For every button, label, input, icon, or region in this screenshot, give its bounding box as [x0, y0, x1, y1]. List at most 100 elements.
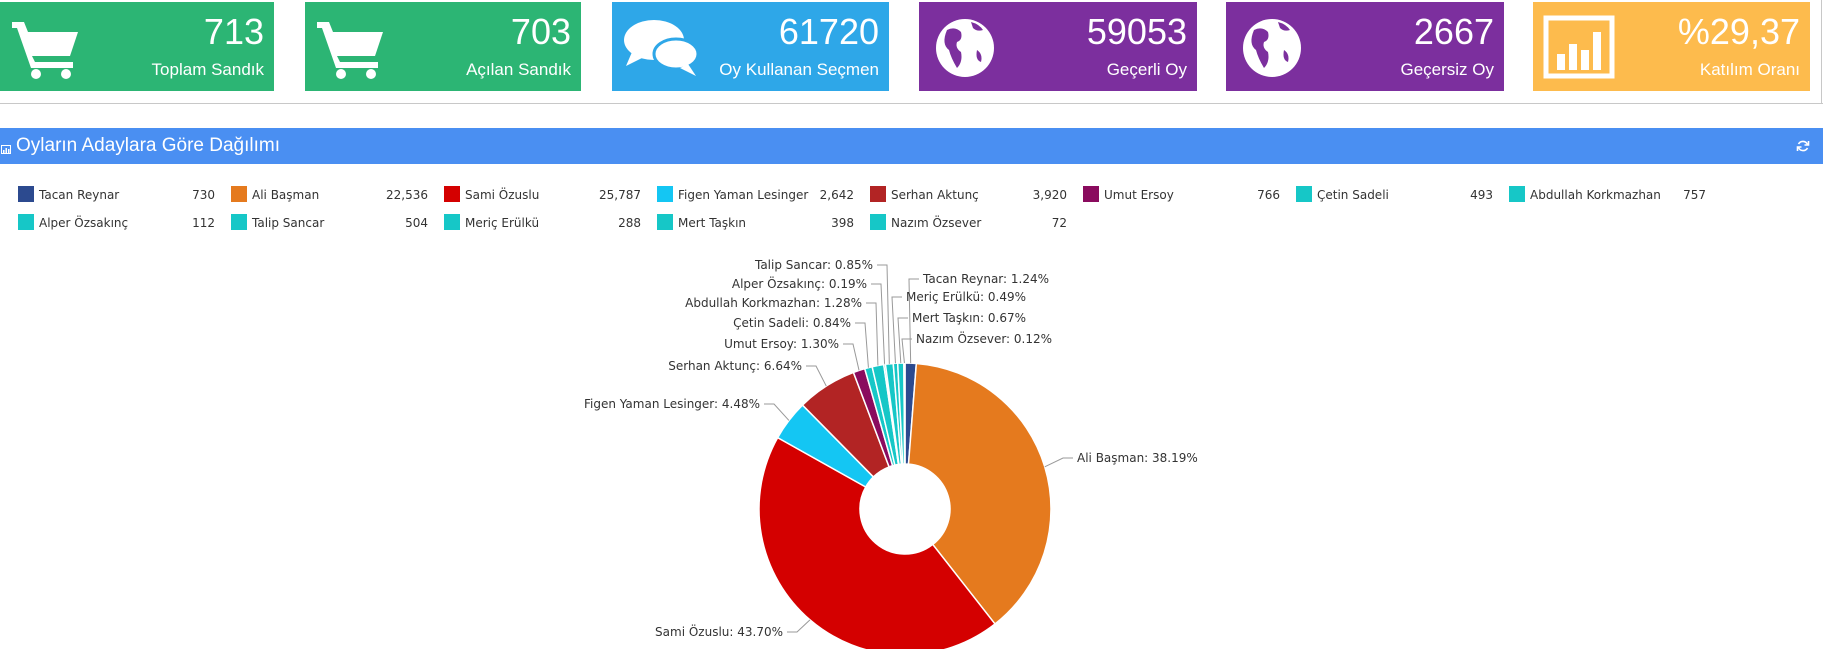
bar-chart-icon	[1543, 10, 1615, 82]
stat-label: Geçersiz Oy	[1400, 60, 1494, 79]
stat-tile-katilim-orani: %29,37 Katılım Oranı	[1533, 2, 1810, 91]
pie-slice-label: Mert Taşkın: 0.67%	[912, 311, 1026, 325]
stat-tile-gecerli-oy: 59053 Geçerli Oy	[919, 2, 1197, 91]
stat-label: Oy Kullanan Seçmen	[719, 60, 879, 79]
pie-slice-label: Çetin Sadeli: 0.84%	[733, 316, 851, 330]
stat-value: 713	[203, 11, 264, 52]
legend-value: 757	[1683, 188, 1706, 202]
legend-swatch	[870, 214, 886, 230]
pie-label-connector	[843, 343, 860, 371]
legend-swatch	[1296, 186, 1312, 202]
legend-name: Ali Başman	[252, 188, 320, 202]
legend-name: Tacan Reynar	[39, 188, 120, 202]
pie-label-connector	[866, 302, 879, 366]
pie-label-connector	[806, 365, 827, 387]
stat-label: Katılım Oranı	[1699, 60, 1800, 79]
legend-value: 25,787	[599, 188, 641, 202]
pie-label-connector	[897, 317, 908, 364]
pie-slice-label: Alper Özsakınç: 0.19%	[732, 275, 867, 291]
legend-value: 22,536	[386, 188, 428, 202]
pie-label-connector	[877, 264, 890, 364]
stat-label: Geçerli Oy	[1106, 60, 1187, 79]
pie-slice[interactable]	[903, 362, 906, 465]
legend-swatch	[657, 186, 673, 202]
stat-tile-gecersiz-oy: 2667 Geçersiz Oy	[1226, 2, 1504, 91]
legend-name: Talip Sancar	[252, 216, 325, 230]
legend-value: 493	[1470, 188, 1493, 202]
pie-slice-label: Sami Özuslu: 43.70%	[655, 623, 783, 639]
globe-icon	[929, 10, 1001, 82]
speech-bubbles-icon	[622, 10, 700, 82]
pie-slice-label: Nazım Özsever: 0.12%	[916, 330, 1052, 346]
legend-value: 72	[1051, 216, 1067, 230]
legend-item[interactable]: Tacan Reynar 730	[18, 186, 215, 204]
legend-item[interactable]: Meriç Erülkü 288	[444, 214, 641, 232]
pie-slice-label: Umut Ersoy: 1.30%	[724, 337, 839, 351]
stat-value: 59053	[1086, 11, 1187, 52]
legend-name: Abdullah Korkmazhan	[1530, 188, 1661, 202]
pie-slice-label: Figen Yaman Lesinger: 4.48%	[584, 397, 760, 411]
legend-swatch	[444, 214, 460, 230]
legend-item[interactable]: Mert Taşkın 398	[657, 214, 854, 232]
legend-item[interactable]: Umut Ersoy 766	[1083, 186, 1280, 204]
legend-item[interactable]: Çetin Sadeli 493	[1296, 186, 1493, 204]
stats-divider	[0, 103, 1823, 104]
donut-hole	[861, 465, 949, 553]
pie-label-connector	[1044, 457, 1073, 468]
legend-value: 2,642	[819, 188, 854, 202]
pie-slice-label: Abdullah Korkmazhan: 1.28%	[685, 296, 862, 310]
stat-tile-oy-kullanan-secmen: 61720 Oy Kullanan Seçmen	[612, 2, 889, 91]
stat-tile-toplam-sandik: 713 Toplam Sandık	[0, 2, 274, 91]
pie-slice-label: Serhan Aktunç: 6.64%	[668, 359, 802, 373]
stat-tile-acilan-sandik: 703 Açılan Sandık	[305, 2, 581, 91]
pie-slice-label: Ali Başman: 38.19%	[1077, 451, 1198, 465]
pie-slice-label: Talip Sancar: 0.85%	[754, 258, 873, 272]
legend-swatch	[1083, 186, 1099, 202]
legend-item[interactable]: Sami Özuslu 25,787	[444, 186, 641, 204]
legend-value: 3,920	[1032, 188, 1067, 202]
stats-border	[1821, 0, 1822, 104]
stat-value: 703	[510, 11, 571, 52]
shopping-cart-icon	[315, 10, 387, 82]
globe-icon	[1236, 10, 1308, 82]
pie-label-connector	[891, 296, 902, 364]
stat-value: 2667	[1413, 11, 1494, 52]
pie-label-connector	[787, 619, 811, 633]
legend-value: 398	[831, 216, 854, 230]
legend-swatch	[18, 214, 34, 230]
legend-value: 730	[192, 188, 215, 202]
stat-label: Açılan Sandık	[466, 60, 571, 79]
pie-label-connector	[908, 278, 919, 364]
legend-name: Serhan Aktunç	[891, 188, 979, 202]
legend-item[interactable]: Talip Sancar 504	[231, 214, 428, 232]
legend-swatch	[231, 214, 247, 230]
legend-name: Mert Taşkın	[678, 216, 747, 230]
chart-icon	[1, 141, 11, 154]
legend-item[interactable]: Abdullah Korkmazhan 757	[1509, 186, 1706, 204]
legend-value: 504	[405, 216, 428, 230]
legend-item[interactable]: Figen Yaman Lesinger 2,642	[657, 186, 854, 204]
legend-swatch	[231, 186, 247, 202]
shopping-cart-icon	[10, 10, 82, 82]
legend-name: Umut Ersoy	[1104, 188, 1174, 202]
legend-value: 766	[1257, 188, 1280, 202]
legend-item[interactable]: Nazım Özsever 72	[870, 214, 1067, 232]
legend-item[interactable]: Alper Özsakınç 112	[18, 214, 215, 232]
panel-title: Oyların Adaylara Göre Dağılımı	[16, 135, 280, 156]
legend-item[interactable]: Ali Başman 22,536	[231, 186, 428, 204]
pie-label-connector	[871, 283, 886, 365]
chart-panel-header: Oyların Adaylara Göre Dağılımı	[0, 128, 1823, 164]
refresh-icon[interactable]	[1796, 139, 1810, 153]
legend-value: 112	[192, 216, 215, 230]
stats-bar: 713 Toplam Sandık 703 Açılan Sandık 6172…	[0, 0, 1823, 105]
legend-item[interactable]: Serhan Aktunç 3,920	[870, 186, 1067, 204]
stat-label: Toplam Sandık	[151, 60, 264, 79]
legend-name: Figen Yaman Lesinger	[678, 188, 809, 202]
legend-name: Nazım Özsever	[891, 216, 982, 230]
legend-swatch	[1509, 186, 1525, 202]
legend-swatch	[657, 214, 673, 230]
pie-label-connector	[901, 338, 912, 364]
legend-name: Meriç Erülkü	[465, 216, 540, 230]
pie-slice[interactable]	[758, 436, 997, 649]
